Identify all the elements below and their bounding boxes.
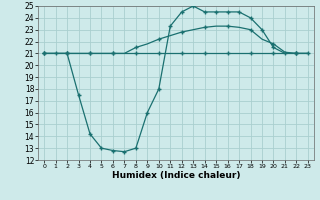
X-axis label: Humidex (Indice chaleur): Humidex (Indice chaleur)	[112, 171, 240, 180]
